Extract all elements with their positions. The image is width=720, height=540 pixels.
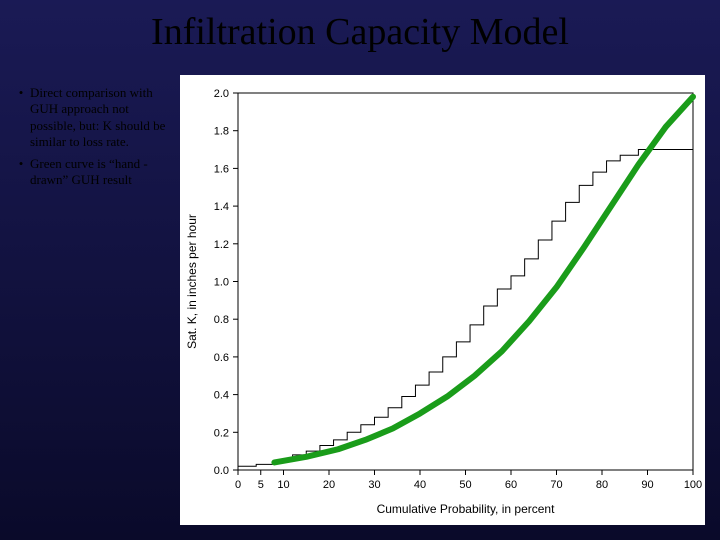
bullet-icon: • (12, 156, 30, 189)
svg-text:70: 70 (550, 479, 562, 491)
list-item: • Green curve is “hand -drawn” GUH resul… (12, 156, 172, 189)
svg-text:0.4: 0.4 (214, 390, 229, 402)
svg-text:90: 90 (641, 479, 653, 491)
svg-text:0: 0 (235, 479, 241, 491)
svg-text:Sat. K, in inches per hour: Sat. K, in inches per hour (185, 214, 199, 349)
svg-text:0.0: 0.0 (214, 465, 229, 477)
chart-svg: 0 5 10 20 30 40 50 60 70 80 90 100 0.0 0.2 0.4 0.6 0.8 1.… (180, 75, 705, 525)
svg-text:60: 60 (505, 479, 517, 491)
svg-text:0.6: 0.6 (214, 352, 229, 364)
svg-text:40: 40 (414, 479, 426, 491)
svg-text:1.8: 1.8 (214, 126, 229, 138)
svg-text:5: 5 (258, 479, 264, 491)
page-title: Infiltration Capacity Model (0, 10, 720, 54)
svg-text:30: 30 (368, 479, 380, 491)
svg-text:10: 10 (277, 479, 289, 491)
bullet-icon: • (12, 85, 30, 150)
bullet-list: • Direct comparison with GUH approach no… (12, 85, 172, 195)
svg-text:80: 80 (596, 479, 608, 491)
bullet-text: Green curve is “hand -drawn” GUH result (30, 156, 172, 189)
svg-text:1.6: 1.6 (214, 163, 229, 175)
svg-text:1.0: 1.0 (214, 277, 229, 289)
list-item: • Direct comparison with GUH approach no… (12, 85, 172, 150)
svg-text:0.2: 0.2 (214, 427, 229, 439)
svg-text:0.8: 0.8 (214, 314, 229, 326)
slide: Infiltration Capacity Model • Direct com… (0, 0, 720, 540)
svg-text:Cumulative Probability, in per: Cumulative Probability, in percent (377, 502, 556, 516)
svg-text:20: 20 (323, 479, 335, 491)
svg-text:1.4: 1.4 (214, 201, 229, 213)
svg-text:2.0: 2.0 (214, 88, 229, 100)
svg-text:50: 50 (459, 479, 471, 491)
bullet-text: Direct comparison with GUH approach not … (30, 85, 172, 150)
svg-text:100: 100 (684, 479, 702, 491)
svg-text:1.2: 1.2 (214, 239, 229, 251)
chart-container: 0 5 10 20 30 40 50 60 70 80 90 100 0.0 0.2 0.4 0.6 0.8 1.… (180, 75, 705, 525)
